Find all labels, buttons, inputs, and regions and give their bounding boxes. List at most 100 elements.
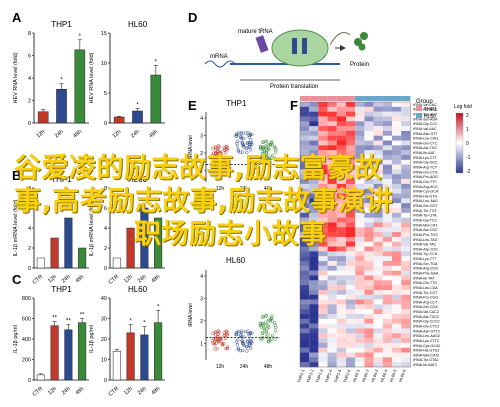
heatmap-cell xyxy=(364,102,374,108)
data-point xyxy=(242,343,246,348)
data-point xyxy=(245,340,249,344)
heatmap-cell xyxy=(327,314,337,320)
overlay-line-1: 谷爱凌的励志故事,励志富豪故 xyxy=(14,153,383,184)
heatmap-cell xyxy=(401,193,411,199)
y-tick-label: 2 xyxy=(200,319,203,325)
heatmap-cell xyxy=(327,362,337,368)
heatmap-cell xyxy=(300,135,310,141)
heatmap-cell xyxy=(401,222,411,228)
heatmap-cell xyxy=(336,159,346,165)
col-label: THP1-2 xyxy=(305,368,315,383)
data-point xyxy=(240,141,245,145)
heatmap-cell xyxy=(336,222,346,228)
heatmap-cell xyxy=(373,251,383,257)
x-tick-label: 48h xyxy=(264,364,273,370)
heatmap-cell xyxy=(336,342,346,348)
heatmap-cell xyxy=(373,342,383,348)
data-point xyxy=(269,337,274,341)
heatmap-cell xyxy=(318,135,328,141)
heatmap-cell xyxy=(336,106,346,112)
heatmap-cell xyxy=(318,174,328,180)
col-label: HL60-3 xyxy=(370,368,379,383)
data-point xyxy=(248,148,253,152)
heatmap-cell xyxy=(336,198,346,204)
heatmap-cell xyxy=(373,299,383,305)
heatmap-cell xyxy=(392,328,402,334)
heatmap-cell xyxy=(355,179,365,185)
y-tick-label: 200 xyxy=(22,358,31,364)
heatmap-cell xyxy=(382,121,392,127)
heatmap-cell xyxy=(300,174,310,180)
heatmap-cell xyxy=(382,357,392,363)
heatmap-cell xyxy=(364,111,374,117)
y-tick-label: 2 xyxy=(28,246,31,252)
heatmap-cell xyxy=(373,102,383,108)
heatmap-cell xyxy=(309,111,319,117)
heatmap-cell xyxy=(336,280,346,286)
row-label: tRNA-Ala-TGC2 xyxy=(413,315,439,319)
heatmap-cell xyxy=(300,241,310,247)
y-axis-label: IL-1β pg/ml xyxy=(13,325,19,353)
heatmap-cell xyxy=(346,280,356,286)
heatmap-cell xyxy=(300,333,310,339)
heatmap-cell xyxy=(364,179,374,185)
y-axis-label: IL-1β mRNA level (fold) xyxy=(89,199,95,256)
data-point xyxy=(241,348,245,353)
heatmap-cell xyxy=(318,299,328,305)
heatmap-cell xyxy=(355,126,365,132)
heatmap-cell xyxy=(309,314,319,320)
heatmap-cell xyxy=(355,275,365,281)
heatmap-cell xyxy=(309,169,319,175)
heatmap-cell xyxy=(318,159,328,165)
bar xyxy=(140,207,149,269)
data-point xyxy=(272,321,277,325)
heatmap-cell xyxy=(318,251,328,257)
data-point xyxy=(273,329,278,333)
heatmap-cell xyxy=(346,159,356,165)
scale-tick: 0 xyxy=(466,141,469,147)
row-label: tRNA-Ser-TGA xyxy=(413,262,438,266)
data-point xyxy=(250,142,254,147)
heatmap-cell xyxy=(300,227,310,233)
heatmap-cell xyxy=(355,251,365,257)
heatmap-cell xyxy=(373,270,383,276)
data-point xyxy=(274,148,278,152)
heatmap-cell xyxy=(392,222,402,228)
y-tick-label: 4 xyxy=(104,226,107,232)
legend-label-hl60: HL60 xyxy=(424,114,436,120)
row-label: tRNA-Ser-AGA xyxy=(413,117,438,121)
heatmap-cell xyxy=(309,179,319,185)
data-point xyxy=(239,333,243,337)
heatmap-cell xyxy=(346,294,356,300)
heatmap-cell xyxy=(401,208,411,214)
heatmap-cell xyxy=(346,217,356,223)
heatmap-cell xyxy=(382,280,392,286)
heatmap-cell xyxy=(309,150,319,156)
heatmap-cell xyxy=(364,169,374,175)
heatmap-cell xyxy=(382,362,392,368)
data-point xyxy=(224,160,228,164)
y-tick-label: 2 xyxy=(200,151,203,157)
heatmap-cell xyxy=(373,174,383,180)
heatmap-cell xyxy=(327,169,337,175)
heatmap-cell xyxy=(309,338,319,344)
x-tick-label: 24h xyxy=(137,274,148,285)
heatmap-cell xyxy=(327,289,337,295)
heatmap-cell xyxy=(355,227,365,233)
data-point xyxy=(268,157,272,161)
heatmap-cell xyxy=(300,217,310,223)
heatmap-cell xyxy=(364,299,374,305)
data-point xyxy=(210,153,215,157)
heatmap-cell xyxy=(300,126,310,132)
row-label: tRNA-Val-CAC2 xyxy=(413,310,439,314)
data-point xyxy=(212,342,216,347)
x-tick-label: 24h xyxy=(54,129,65,140)
data-point xyxy=(258,323,263,328)
heatmap-cell xyxy=(401,246,411,252)
row-label: tRNA-Arg-TCT xyxy=(413,165,437,169)
heatmap-cell xyxy=(355,342,365,348)
bar xyxy=(50,325,59,381)
heatmap-cell xyxy=(346,323,356,329)
heatmap-cell xyxy=(318,261,328,267)
heatmap-cell xyxy=(300,309,310,315)
